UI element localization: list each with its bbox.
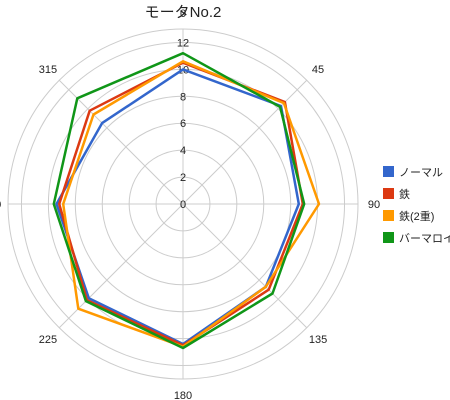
radial-tick-label: 12: [177, 37, 189, 49]
angle-tick-label: 135: [309, 334, 327, 346]
radial-tick-label: 8: [180, 91, 186, 103]
angle-tick-label: 0: [180, 8, 186, 20]
legend-swatch-1: [383, 188, 394, 199]
legend-label-3: バーマロイ: [399, 232, 450, 245]
radar-grid: [7, 28, 359, 380]
grid-spoke-7: [58, 79, 184, 205]
angle-tick-label: 315: [39, 64, 57, 76]
angle-tick-label: 225: [39, 334, 57, 346]
legend-swatch-2: [383, 210, 394, 221]
series-group: [52, 51, 321, 350]
radial-tick-label: 2: [180, 172, 186, 184]
angle-tick-labels: 0 45 90 135 180 225 270 315: [0, 8, 380, 400]
radial-tick-label: 6: [180, 118, 186, 130]
chart-title: モータNo.2: [145, 4, 222, 21]
grid-spoke-3: [182, 203, 308, 329]
radial-tick-label: 0: [180, 199, 186, 211]
legend-label-1: 鉄: [399, 187, 410, 201]
grid-spoke-5: [58, 203, 184, 329]
angle-tick-label: 45: [312, 64, 324, 76]
series-line-3: [52, 51, 306, 350]
legend-label-0: ノーマル: [399, 167, 443, 179]
angle-tick-label: 270: [0, 199, 1, 211]
angle-tick-label: 180: [174, 390, 192, 400]
grid-spoke-1: [182, 79, 308, 205]
legend-label-2: 鉄(2重): [399, 209, 434, 223]
angle-tick-label: 90: [368, 199, 380, 211]
legend-swatch-0: [383, 166, 394, 177]
radial-tick-label: 4: [180, 145, 186, 157]
legend-swatch-3: [383, 232, 394, 243]
